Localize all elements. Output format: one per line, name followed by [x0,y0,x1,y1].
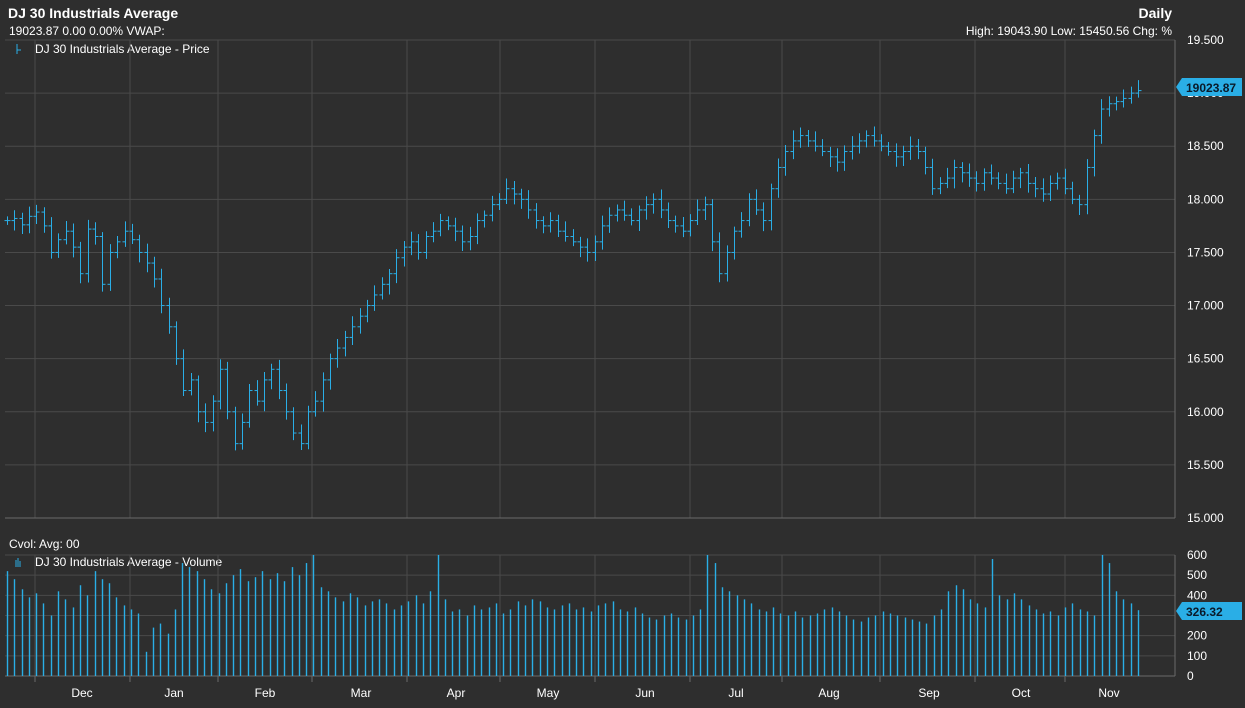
volume-y-tick-label: 600 [1187,548,1207,562]
x-tick-label: Aug [818,686,839,700]
x-tick-label: Feb [255,686,276,700]
volume-y-tick-label: 0 [1187,669,1194,683]
volume-y-tick-label: 100 [1187,649,1207,663]
price-last-value: 19023.87 [1186,81,1236,95]
price-last-badge: 19023.87 [1176,78,1242,96]
volume-panel-label: Cvol: Avg: 00 [9,537,80,551]
x-tick-label: May [537,686,560,700]
price-y-tick-label: 17.500 [1187,245,1224,259]
x-tick-label: Mar [351,686,372,700]
price-legend-icon [16,44,21,54]
high-low-stats: High: 19043.90 Low: 15450.56 Chg: % [965,24,1172,38]
price-y-tick-label: 16.000 [1187,405,1224,419]
price-y-tick-label: 15.000 [1187,511,1224,525]
price-y-tick-label: 19.500 [1187,33,1224,47]
price-series [4,80,1142,451]
price-y-tick-label: 16.500 [1187,352,1224,366]
x-tick-label: Jan [164,686,183,700]
volume-y-tick-label: 400 [1187,588,1207,602]
volume-last-value: 326.32 [1186,605,1223,619]
x-tick-label: Oct [1012,686,1031,700]
price-y-tick-label: 17.000 [1187,299,1224,313]
volume-last-badge: 326.32 [1176,602,1242,620]
price-y-tick-label: 15.500 [1187,458,1224,472]
period-label[interactable]: Daily [1138,5,1172,21]
price-y-tick-label: 18.500 [1187,139,1224,153]
x-tick-label: Dec [71,686,92,700]
volume-legend-label: DJ 30 Industrials Average - Volume [35,555,223,569]
volume-series [6,555,1140,676]
x-tick-label: Apr [447,686,466,700]
chart-title: DJ 30 Industrials Average [8,5,179,21]
x-tick-label: Jun [635,686,654,700]
x-tick-label: Sep [918,686,940,700]
volume-grid [5,554,1176,677]
volume-y-tick-label: 200 [1187,629,1207,643]
volume-y-tick-label: 500 [1187,568,1207,582]
price-grid [5,39,1176,519]
volume-legend-icon [15,558,21,567]
price-legend-label: DJ 30 Industrials Average - Price [35,42,210,56]
x-tick-label: Jul [728,686,743,700]
price-y-axis: 19.50019.00018.50018.00017.50017.00016.5… [1187,33,1224,525]
x-axis: Dec Jan Feb Mar Apr May Jun Jul Aug Sep Oct Nov [34,676,1120,700]
price-subline: 19023.87 0.00 0.00% VWAP: [9,24,165,38]
x-tick-label: Nov [1098,686,1119,700]
price-y-tick-label: 18.000 [1187,192,1224,206]
